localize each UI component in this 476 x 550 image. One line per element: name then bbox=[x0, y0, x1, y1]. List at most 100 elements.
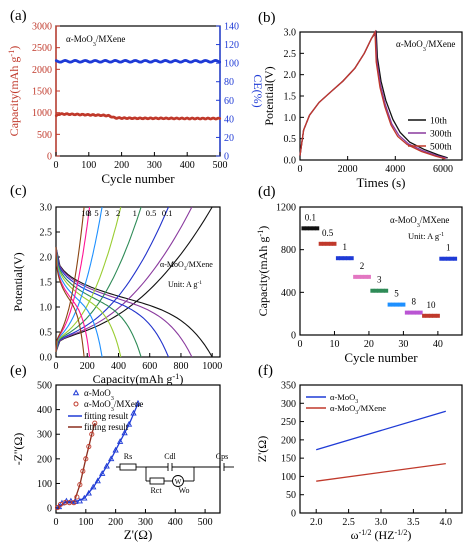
rate-point bbox=[356, 274, 361, 279]
rate-point bbox=[346, 256, 351, 261]
x-tick-label: 1000 bbox=[202, 361, 222, 372]
capacity-point bbox=[218, 117, 222, 120]
rate-point bbox=[418, 310, 423, 315]
y-axis-label: -Z''(Ω) bbox=[11, 433, 25, 466]
rate-point bbox=[425, 313, 430, 318]
x-tick-label: 40 bbox=[433, 339, 443, 350]
y-axis-label: Potential(V) bbox=[262, 66, 276, 125]
rate-point bbox=[301, 226, 306, 231]
charge-curve bbox=[55, 206, 91, 353]
x-tick-label: 0 bbox=[298, 339, 303, 350]
curve-rate-label: 2 bbox=[116, 208, 120, 218]
rate-point bbox=[315, 226, 320, 231]
rate-point bbox=[397, 302, 402, 307]
y-tick-label: 3.0 bbox=[40, 203, 53, 214]
data-point-circle bbox=[83, 456, 89, 462]
y-tick-label: 0.0 bbox=[284, 156, 297, 167]
rate-label: 2 bbox=[360, 261, 365, 271]
y-tick-label: 0.0 bbox=[40, 353, 53, 364]
data-point-triangle bbox=[108, 455, 115, 462]
resistor-rct bbox=[149, 477, 165, 485]
x-tick-label: 600 bbox=[142, 361, 157, 372]
data-point-triangle bbox=[76, 497, 84, 504]
data-point-circle bbox=[74, 494, 80, 500]
data-point-triangle bbox=[130, 409, 137, 416]
charge-curve bbox=[55, 206, 85, 353]
y-tick-label: 0.5 bbox=[40, 328, 53, 339]
rate-label: 8 bbox=[411, 297, 416, 307]
x-tick-label: 2.0 bbox=[310, 517, 323, 528]
data-point-triangle bbox=[81, 494, 88, 501]
equivalent-circuit: Rs Cdl Cps W Rct Wo bbox=[116, 452, 234, 495]
x-tick-label: 400 bbox=[180, 160, 195, 171]
rate-point bbox=[435, 313, 440, 318]
x-tick-label: 200 bbox=[114, 160, 129, 171]
legend-label: α-MoO3/MXene bbox=[330, 403, 386, 416]
x-axis-label: Z'(Ω) bbox=[124, 527, 153, 542]
y-tick-label: 200 bbox=[37, 454, 52, 465]
x-tick-label: 300 bbox=[147, 160, 162, 171]
x-tick-label: 20 bbox=[364, 339, 374, 350]
y-tick-label: 2.5 bbox=[284, 49, 297, 60]
rate-label: 0.5 bbox=[322, 228, 334, 238]
x-tick-label: 500 bbox=[213, 160, 228, 171]
circuit-label: Wo bbox=[179, 486, 190, 495]
data-point-circle bbox=[80, 468, 86, 474]
data-point-triangle bbox=[94, 477, 101, 484]
rate-label: 1 bbox=[446, 243, 451, 253]
annotation2: Unit: A g-1 bbox=[168, 280, 202, 289]
y-tick-label: 2500 bbox=[32, 43, 52, 54]
rate-point bbox=[384, 288, 389, 293]
annotation: α-MoO3/MXene bbox=[160, 260, 213, 272]
x-tick-label: 3.5 bbox=[407, 517, 420, 528]
y-tick-label: 800 bbox=[281, 245, 296, 256]
data-point-circle bbox=[92, 420, 98, 426]
y-tick-label: 0 bbox=[291, 331, 296, 342]
discharge-curve bbox=[55, 246, 91, 358]
x-tick-label: 0 bbox=[298, 164, 303, 175]
y2-tick-label: 20 bbox=[224, 133, 234, 144]
x-tick-label: 2000 bbox=[338, 164, 358, 175]
rate-point bbox=[339, 256, 344, 261]
y-tick-label: 1000 bbox=[32, 108, 52, 119]
rate-point bbox=[377, 288, 382, 293]
x-tick-label: 6000 bbox=[433, 164, 453, 175]
discharge-curve bbox=[55, 246, 142, 358]
legend-label: fitting result bbox=[84, 422, 129, 432]
rate-point bbox=[415, 310, 420, 315]
rate-label: 10 bbox=[426, 300, 436, 310]
rate-point bbox=[325, 241, 330, 246]
legend-label: 10th bbox=[430, 117, 447, 127]
x-tick-label: 500 bbox=[198, 517, 213, 528]
discharge-curve bbox=[55, 246, 103, 358]
y-tick-label: 50 bbox=[286, 490, 296, 501]
curve-rate-label: 8 bbox=[87, 208, 91, 218]
rate-point bbox=[308, 226, 313, 231]
annotation: α-MoO3/MXene bbox=[66, 34, 125, 48]
data-point-circle bbox=[77, 482, 83, 488]
x-tick-label: 10 bbox=[329, 339, 339, 350]
rate-point bbox=[335, 256, 340, 261]
y-tick-label: 200 bbox=[281, 435, 296, 446]
curve-rate-label: 1 bbox=[133, 208, 137, 218]
x-tick-label: 200 bbox=[80, 361, 95, 372]
annotation: α-MoO3/MXene bbox=[396, 39, 455, 53]
x-tick-label: 30 bbox=[398, 339, 408, 350]
data-point-circle bbox=[86, 443, 92, 450]
data-point-triangle bbox=[72, 498, 79, 504]
rate-label: 1 bbox=[343, 242, 348, 252]
x-tick-label: 100 bbox=[81, 160, 96, 171]
rate-point bbox=[322, 241, 327, 246]
y-tick-label: 300 bbox=[281, 399, 296, 410]
legend-label: 500th bbox=[430, 143, 452, 153]
legend-label: 300th bbox=[430, 130, 452, 140]
rate-point bbox=[401, 302, 406, 307]
y-tick-label: 0 bbox=[47, 504, 52, 515]
rate-point bbox=[311, 226, 316, 231]
rate-point bbox=[353, 274, 358, 279]
panel-label: (d) bbox=[258, 184, 276, 200]
rate-point bbox=[318, 241, 323, 246]
y-tick-label: 400 bbox=[37, 405, 52, 416]
panel-a-frame bbox=[55, 25, 221, 157]
